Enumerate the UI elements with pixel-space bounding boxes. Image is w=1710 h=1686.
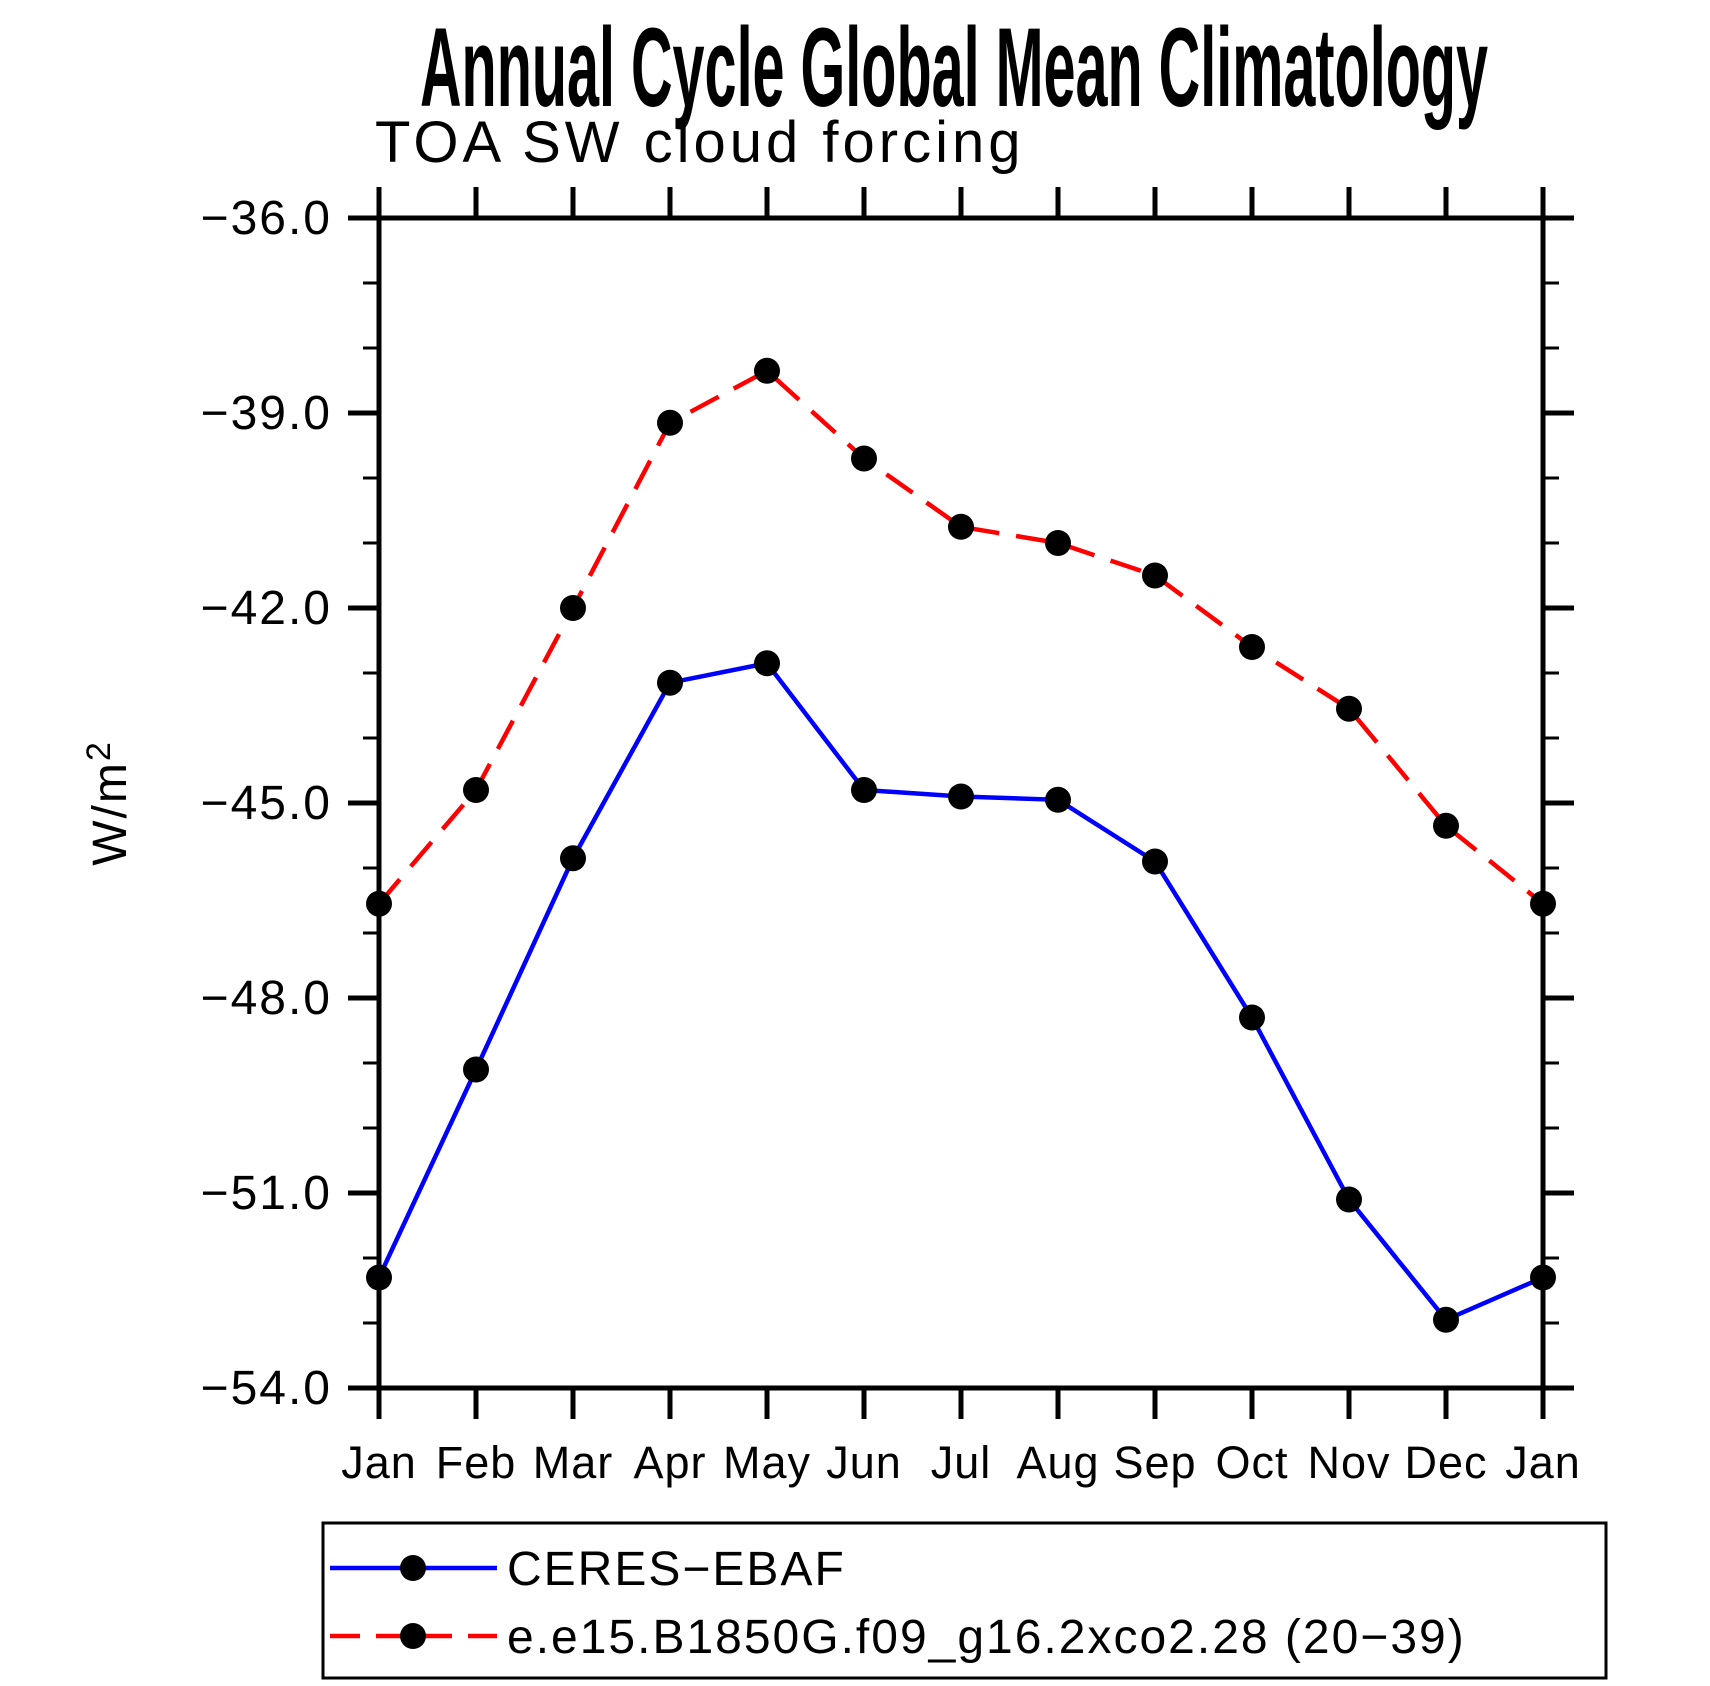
y-tick-label: −54.0 bbox=[201, 1362, 332, 1415]
data-point-marker bbox=[463, 1056, 489, 1083]
data-point-marker bbox=[754, 650, 780, 677]
y-tick-label: −42.0 bbox=[201, 582, 332, 635]
x-tick-label: May bbox=[723, 1437, 811, 1488]
axes: Jan Feb Mar Apr May Jun Jul Aug Sep Oct Nov Dec Jan−… bbox=[80, 187, 1581, 1488]
x-tick-label: Apr bbox=[633, 1437, 706, 1488]
data-point-marker bbox=[851, 445, 877, 472]
x-tick-label: Jan bbox=[341, 1437, 417, 1488]
data-point-marker bbox=[560, 845, 586, 872]
data-point-marker bbox=[1142, 562, 1168, 589]
y-tick-label: −51.0 bbox=[201, 1167, 332, 1220]
y-axis-label-exponent: 2 bbox=[80, 740, 118, 761]
chart-title: Annual Cycle Global Mean Climatology bbox=[420, 5, 1488, 130]
chart-subtitle: TOA SW cloud forcing bbox=[375, 110, 1025, 175]
data-point-marker bbox=[851, 777, 877, 803]
data-point-marker bbox=[366, 1264, 392, 1291]
y-tick-label: −36.0 bbox=[201, 192, 332, 245]
y-axis-label: W/m2 bbox=[80, 740, 137, 866]
legend-label: e.e15.B1850G.f09_g16.2xco2.28 (20−39) bbox=[507, 1611, 1466, 1664]
data-point-marker bbox=[1433, 1306, 1459, 1333]
data-point-marker bbox=[1239, 1004, 1265, 1031]
x-tick-label: Feb bbox=[436, 1437, 517, 1488]
x-tick-label: Nov bbox=[1307, 1437, 1390, 1488]
data-point-marker bbox=[1530, 1264, 1556, 1291]
data-point-marker bbox=[366, 890, 392, 917]
y-tick-label: −45.0 bbox=[201, 777, 332, 830]
data-point-marker bbox=[657, 669, 683, 696]
y-tick-label: −48.0 bbox=[201, 972, 332, 1025]
data-point-marker bbox=[1045, 786, 1071, 813]
x-tick-label: Aug bbox=[1016, 1437, 1099, 1488]
data-point-marker bbox=[948, 513, 974, 540]
x-tick-label: Mar bbox=[533, 1437, 614, 1488]
data-point-marker bbox=[1336, 695, 1362, 722]
plot-series bbox=[366, 357, 1556, 1333]
series-line-1 bbox=[377, 368, 1545, 906]
y-tick-label: −39.0 bbox=[201, 387, 332, 440]
data-point-marker bbox=[1142, 848, 1168, 875]
legend-border bbox=[321, 1521, 1608, 1680]
series-line-0 bbox=[376, 660, 1544, 1323]
x-tick-label: Jun bbox=[826, 1437, 902, 1488]
x-tick-label: Sep bbox=[1113, 1437, 1196, 1488]
legend-label: CERES−EBAF bbox=[507, 1543, 846, 1596]
data-point-marker bbox=[754, 357, 780, 384]
legend-marker bbox=[400, 1623, 426, 1649]
data-point-marker bbox=[1045, 530, 1071, 556]
data-point-marker bbox=[657, 409, 683, 436]
legend-marker bbox=[400, 1555, 426, 1581]
x-tick-label: Jul bbox=[931, 1437, 992, 1488]
data-point-marker bbox=[463, 777, 489, 803]
data-point-marker bbox=[1239, 634, 1265, 660]
data-point-marker bbox=[1433, 812, 1459, 839]
data-point-marker bbox=[1336, 1186, 1362, 1213]
data-point-marker bbox=[560, 595, 586, 621]
x-tick-label: Oct bbox=[1215, 1437, 1288, 1488]
x-tick-label: Dec bbox=[1404, 1437, 1487, 1488]
legend: CERES−EBAF e.e15.B1850G.f09_g16.2xco2.28 … bbox=[321, 1521, 1608, 1680]
data-point-marker bbox=[948, 783, 974, 810]
x-tick-label: Jan bbox=[1505, 1437, 1581, 1488]
data-point-marker bbox=[1530, 890, 1556, 917]
plot-border bbox=[376, 215, 1546, 1391]
